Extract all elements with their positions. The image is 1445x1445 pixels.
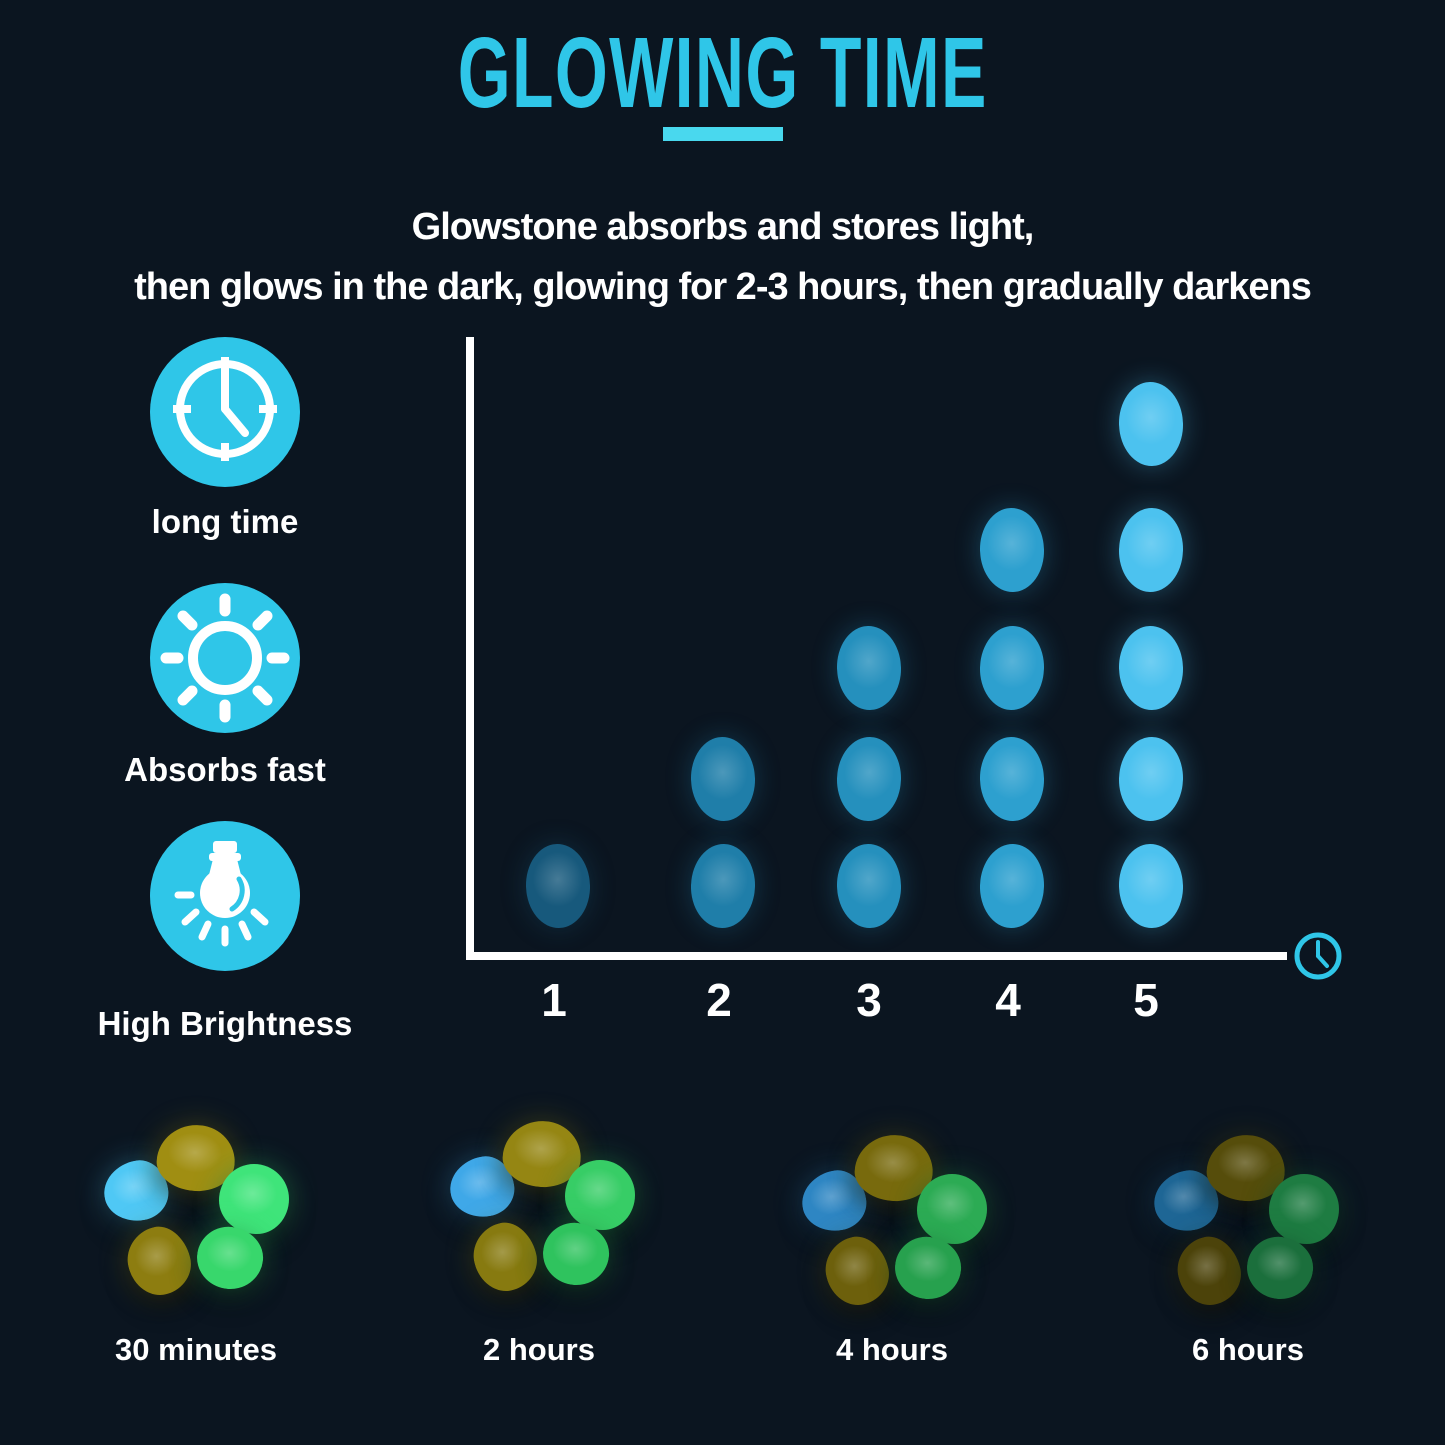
cluster-label-6-hours: 6 hours — [1192, 1332, 1304, 1367]
chart-pebble-col4-row1 — [978, 842, 1046, 930]
chart-x-axis — [466, 952, 1287, 960]
chart-pebble-col5-row4 — [1117, 506, 1185, 594]
green-pebble-right — [1269, 1174, 1339, 1244]
cluster-label-2-hours: 2 hours — [483, 1332, 595, 1367]
chart-pebble-col2-row1 — [689, 842, 757, 930]
x-tick-label-3: 3 — [856, 974, 882, 1026]
yellow-pebble-bottom-left — [120, 1220, 198, 1302]
chart-pebble-col5-row3 — [1117, 624, 1185, 712]
header: GLOWING TIME — [0, 23, 1445, 123]
green-pebble-right — [917, 1174, 987, 1244]
cluster-label-30-minutes: 30 minutes — [115, 1332, 277, 1367]
yellow-pebble-bottom-left — [1170, 1230, 1248, 1312]
chart-y-axis — [466, 337, 474, 960]
title-underline — [662, 127, 783, 141]
bulb-icon — [150, 821, 300, 971]
chart-pebble-col4-row3 — [978, 624, 1046, 712]
yellow-pebble-bottom-left — [466, 1216, 544, 1298]
chart-pebble-col4-row4 — [978, 506, 1046, 594]
chart-pebble-col5-row2 — [1117, 735, 1185, 823]
chart-pebble-col5-row5 — [1117, 380, 1185, 468]
axis-end-clock-icon — [1294, 932, 1342, 980]
feature-label-high-brightness: High Brightness — [97, 1005, 353, 1042]
chart-pebble-col3-row3 — [835, 624, 903, 712]
yellow-pebble-bottom-left — [818, 1230, 896, 1312]
subtitle-line-1: Glowstone absorbs and stores light, — [411, 206, 1035, 248]
cluster-label-4-hours: 4 hours — [836, 1332, 948, 1367]
chart-pebble-col1-row1 — [524, 842, 592, 930]
chart-pebble-col2-row2 — [689, 735, 757, 823]
feature-label-long-time: long time — [151, 503, 299, 540]
x-tick-label-1: 1 — [541, 974, 567, 1026]
feature-label-absorbs-fast: Absorbs fast — [124, 751, 326, 788]
page-title: GLOWING TIME — [457, 17, 988, 129]
sun-icon — [150, 583, 300, 733]
green-pebble-right — [565, 1160, 635, 1230]
x-tick-label-4: 4 — [995, 974, 1021, 1026]
chart-pebble-col3-row1 — [835, 842, 903, 930]
chart-pebble-col3-row2 — [835, 735, 903, 823]
chart-pebble-col5-row1 — [1117, 842, 1185, 930]
subtitle-line-2: then glows in the dark, glowing for 2-3 … — [134, 266, 1312, 308]
chart-pebble-col4-row2 — [978, 735, 1046, 823]
x-tick-label-2: 2 — [706, 974, 732, 1026]
green-pebble-right — [219, 1164, 289, 1234]
clock-icon — [150, 337, 300, 487]
x-tick-label-5: 5 — [1133, 974, 1159, 1026]
